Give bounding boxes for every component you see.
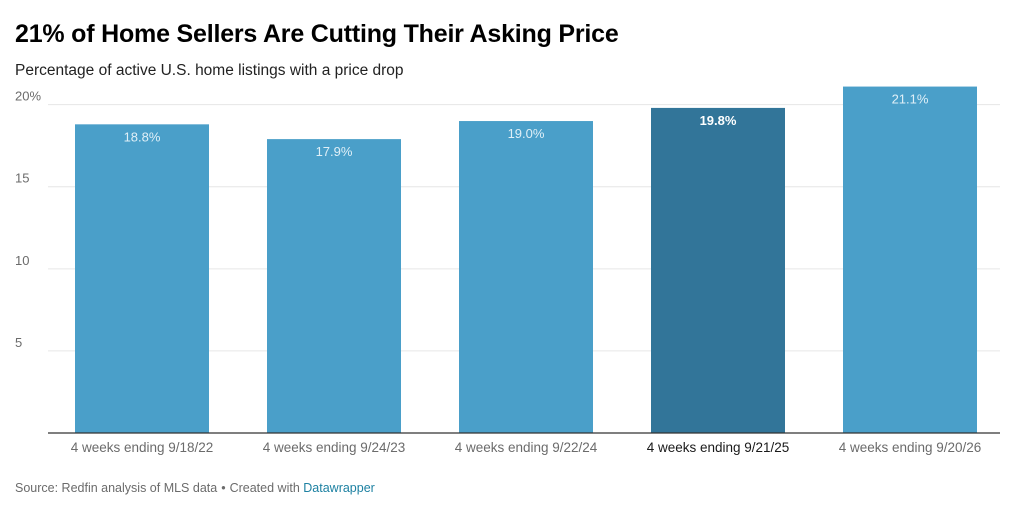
datawrapper-link[interactable]: Datawrapper [303,481,375,495]
x-tick-label: 4 weeks ending 9/20/26 [839,440,982,455]
bar [651,107,785,434]
bars [75,86,977,434]
chart-footer: Source: Redfin analysis of MLS data • Crea… [15,481,375,495]
source-note: Source: Redfin analysis of MLS data [15,481,218,495]
y-tick-label: 10 [15,253,29,268]
y-tick-label: 20% [15,89,41,104]
bar [267,139,401,433]
y-tick-labels: 5 10 15 20% [15,89,41,350]
x-tick-label: 4 weeks ending 9/18/22 [71,440,214,455]
x-tick-labels: 4 weeks ending 9/18/22 4 weeks ending 9/2… [71,440,982,455]
chart-title: 21% of Home Sellers Are Cutting Their As… [15,20,619,48]
bar-value-label: 18.8% [124,129,161,144]
created-with-text: Created with [229,481,300,495]
bar-value-label: 21.1% [892,92,929,107]
bar-value-label: 19.0% [508,126,545,141]
x-tick-label: 4 weeks ending 9/22/24 [455,440,598,455]
bar-value-label: 19.8% [700,113,737,128]
bar [75,124,209,433]
x-tick-label: 4 weeks ending 9/21/25 [647,440,790,455]
chart-subtitle: Percentage of active U.S. home listings … [15,62,404,79]
bar-value-label: 17.9% [316,144,353,159]
y-tick-label: 5 [15,335,22,350]
y-tick-label: 15 [15,171,29,186]
footer-separator: • [221,481,226,495]
bar-value-labels: 18.8% 17.9% 19.0% 19.8% 21.1% [124,92,929,160]
bar-chart: 5 10 15 20% 18.8% 17.9% 19.0% 19.8% 21.1% 4 wee… [15,86,1000,455]
bar [459,121,593,433]
bar [843,86,977,433]
x-tick-label: 4 weeks ending 9/24/23 [263,440,406,455]
